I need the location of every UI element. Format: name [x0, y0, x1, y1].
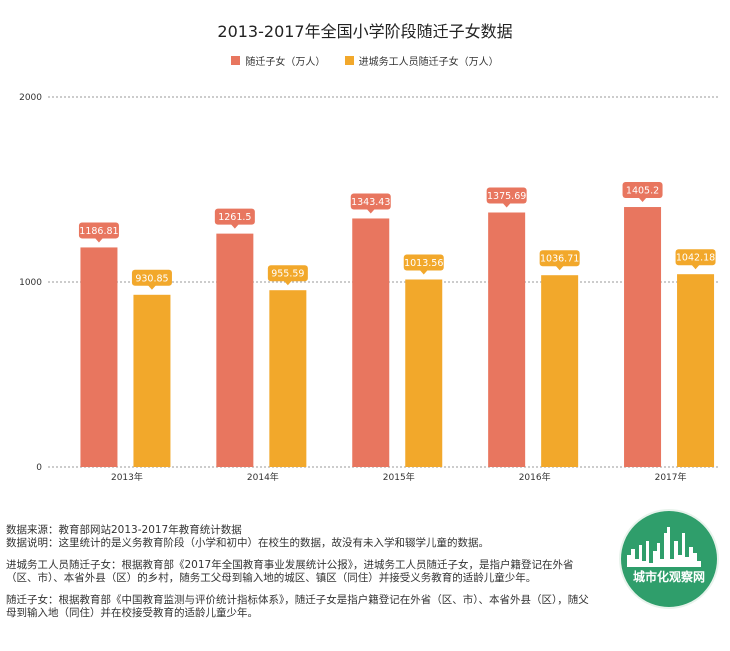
data-label-bg — [403, 254, 444, 271]
x-tick-label: 2013年 — [111, 471, 143, 483]
data-label: 930.85 — [135, 273, 168, 284]
data-label-pointer — [230, 224, 239, 229]
data-label-bg — [539, 250, 580, 267]
data-label-bg — [267, 265, 308, 282]
chart-title: 2013-2017年全国小学阶段随迁子女数据 — [217, 22, 513, 41]
data-label-pointer — [419, 269, 428, 275]
bar — [488, 212, 526, 467]
y-tick-label: 0 — [36, 463, 42, 473]
data-label: 1343.43 — [351, 197, 390, 208]
data-label: 1375.69 — [487, 191, 526, 202]
data-label-pointer — [283, 280, 292, 286]
data-label: 1013.56 — [404, 258, 443, 269]
skyline-icon — [627, 527, 701, 567]
data-label-pointer — [691, 264, 700, 270]
bar — [677, 274, 715, 467]
legend-swatch — [344, 56, 354, 65]
bar-chart: 0 1000 2000 2013年 1186.81 930.85 2014年 1261.5 95… — [19, 93, 720, 483]
note-source: 数据来源：教育部网站2013-2017年教育统计数据 — [6, 524, 242, 536]
data-label-pointer — [94, 237, 103, 243]
legend-label: 随迁子女（万人） — [245, 57, 326, 68]
legend: 随迁子女（万人） 进城务工人员随迁子女（万人） — [0, 53, 730, 68]
notes: 数据来源：教育部网站2013-2017年教育统计数据 数据说明：这里统计的是义务教… — [6, 524, 596, 629]
data-label-bg — [622, 182, 663, 199]
data-label-bg — [675, 249, 716, 266]
note-description: 数据说明：这里统计的是义务教育阶段（小学和初中）在校生的数据，故没有未入学和辍学… — [6, 536, 489, 549]
data-label: 1186.81 — [79, 226, 118, 237]
x-tick-label: 2014年 — [247, 471, 279, 483]
data-label-bg — [350, 193, 391, 210]
data-label: 955.59 — [271, 269, 304, 280]
y-tick-label: 2000 — [19, 93, 42, 103]
data-label-pointer — [638, 197, 647, 203]
bar — [216, 233, 254, 467]
data-label: 1261.5 — [218, 212, 251, 223]
data-label-pointer — [502, 202, 511, 208]
data-label: 1036.71 — [540, 254, 579, 265]
note-children-definition: 随迁子女：根据教育部《中国教育监测与评价统计指标体系》，随迁子女是指户籍登记在外… — [6, 594, 589, 619]
bar — [541, 275, 579, 467]
legend-item-series-2[interactable]: 进城务工人员随迁子女（万人） — [344, 53, 499, 68]
legend-label: 进城务工人员随迁子女（万人） — [358, 57, 499, 68]
note-migrant-definition: 进城务工人员随迁子女：根据教育部《2017年全国教育事业发展统计公报》，进城务工… — [6, 559, 574, 584]
data-label-bg — [131, 269, 172, 286]
data-label: 1042.18 — [676, 253, 715, 264]
x-tick-label: 2017年 — [655, 471, 687, 483]
data-label-bg — [78, 222, 119, 239]
logo-text: 城市化观察网 — [632, 570, 705, 584]
bar — [269, 290, 307, 467]
x-tick-label: 2016年 — [519, 471, 551, 483]
legend-item-series-1[interactable]: 随迁子女（万人） — [231, 53, 325, 68]
logo: 城市化观察网 — [619, 509, 719, 609]
bar — [133, 294, 171, 467]
data-label-pointer — [366, 208, 375, 214]
data-label: 1405.2 — [626, 186, 659, 197]
data-label-pointer — [147, 285, 156, 290]
legend-swatch — [231, 56, 241, 65]
bar — [405, 279, 443, 467]
y-tick-label: 1000 — [19, 278, 42, 288]
bar — [352, 218, 390, 467]
data-label-bg — [486, 187, 527, 204]
data-label-pointer — [555, 265, 564, 271]
bar — [624, 207, 662, 467]
bar — [80, 247, 118, 467]
x-tick-label: 2015年 — [383, 471, 415, 483]
data-label-bg — [214, 208, 255, 225]
